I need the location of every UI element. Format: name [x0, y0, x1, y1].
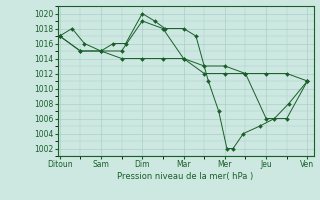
X-axis label: Pression niveau de la mer( hPa ): Pression niveau de la mer( hPa ) — [117, 172, 254, 181]
